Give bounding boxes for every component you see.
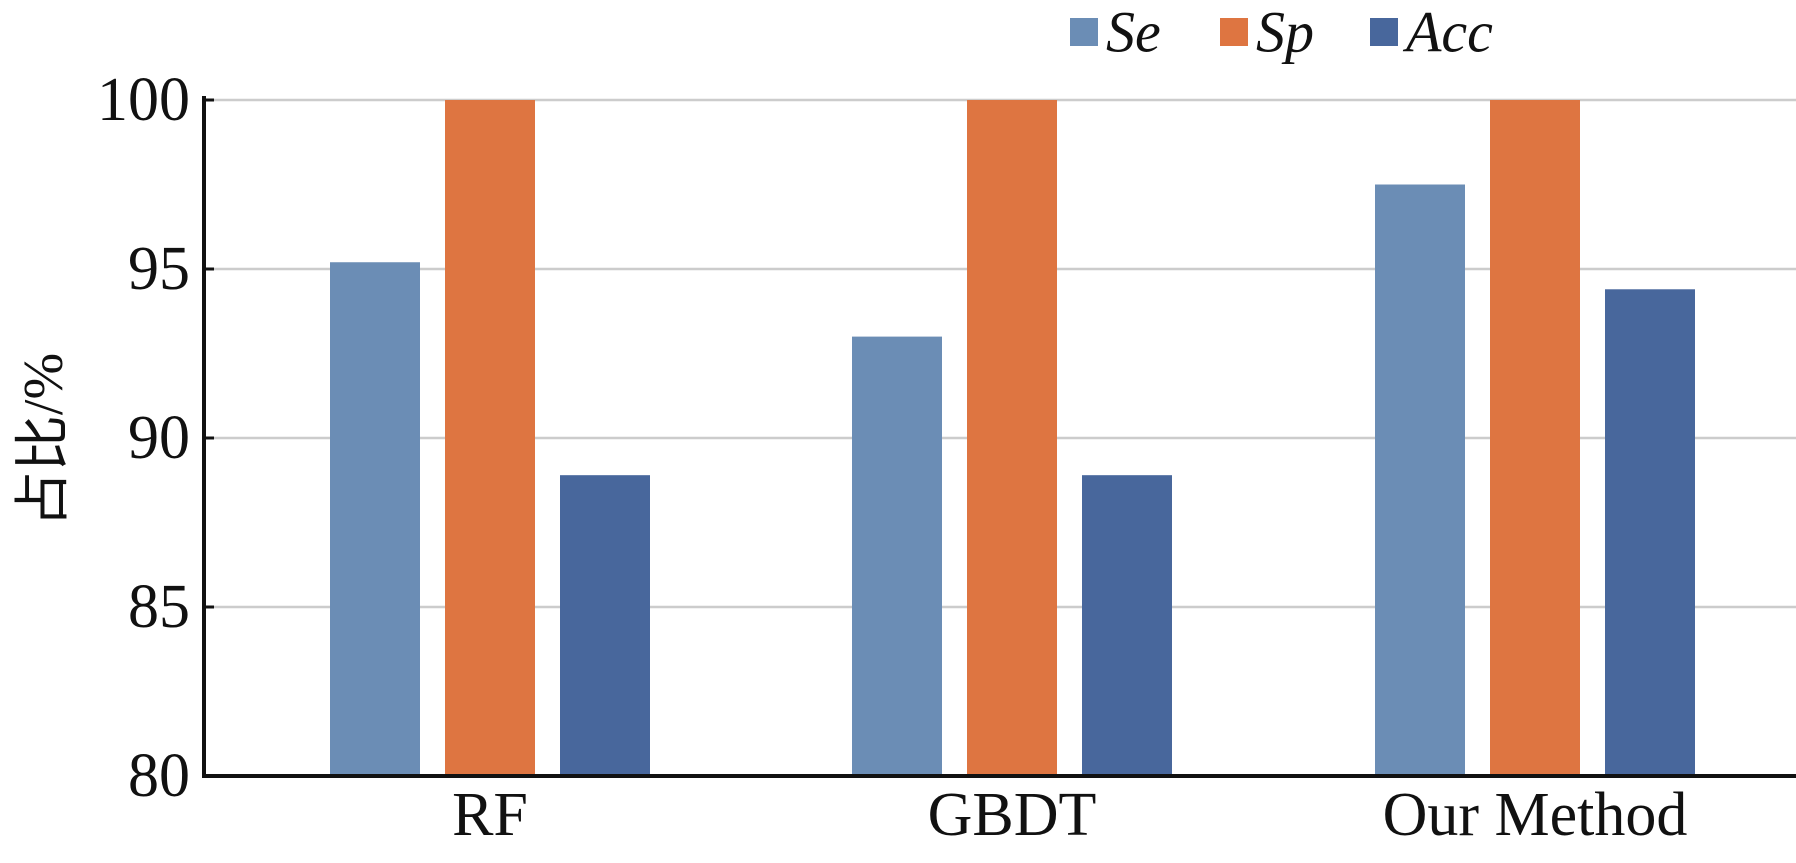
x-category-label: GBDT	[928, 781, 1097, 849]
y-tick-labels: 80 85 90 95 100	[97, 66, 190, 810]
bar-sp-our-method	[1490, 100, 1580, 776]
bars-layer	[330, 100, 1695, 776]
bar-sp-rf	[445, 100, 535, 776]
y-tick-label: 80	[128, 742, 190, 810]
bar-se-rf	[330, 262, 420, 776]
bar-se-gbdt	[852, 336, 942, 776]
y-tick-label: 85	[128, 573, 190, 641]
legend: Se Sp Acc	[1070, 0, 1493, 65]
y-axis-label: 占比/%	[13, 353, 75, 527]
axes-layer	[202, 96, 1796, 778]
legend-label-acc: Acc	[1402, 0, 1493, 65]
legend-swatch-sp	[1220, 18, 1248, 46]
bar-se-our-method	[1375, 184, 1465, 776]
bar-acc-rf	[560, 475, 650, 776]
y-tick-label: 100	[97, 66, 190, 134]
bar-acc-gbdt	[1082, 475, 1172, 776]
legend-label-sp: Sp	[1256, 0, 1314, 65]
legend-label-se: Se	[1106, 0, 1161, 65]
bar-acc-our-method	[1605, 289, 1695, 776]
x-category-labels: RF GBDT Our Method	[452, 781, 1687, 849]
legend-swatch-acc	[1370, 18, 1398, 46]
bar-sp-gbdt	[967, 100, 1057, 776]
x-category-label: Our Method	[1383, 781, 1688, 849]
y-tick-label: 90	[128, 404, 190, 472]
legend-swatch-se	[1070, 18, 1098, 46]
y-tick-label: 95	[128, 235, 190, 303]
x-category-label: RF	[452, 781, 528, 849]
